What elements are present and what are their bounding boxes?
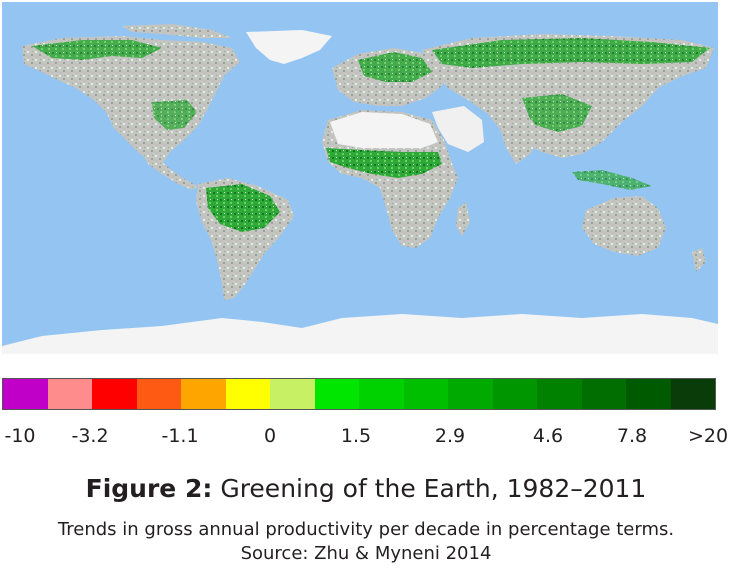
- caption-description: Trends in gross annual productivity per …: [57, 519, 675, 540]
- color-swatch: [181, 379, 226, 409]
- arabian-peninsula: [432, 106, 484, 152]
- color-swatch: [448, 379, 493, 409]
- color-swatch: [136, 379, 181, 409]
- scale-label: -3.2: [71, 425, 109, 447]
- color-swatch: [47, 379, 92, 409]
- world-greening-map: [2, 2, 718, 354]
- color-swatch: [537, 379, 582, 409]
- caption-source: Source: Zhu & Myneni 2014: [240, 543, 492, 564]
- color-swatch: [359, 379, 404, 409]
- color-swatch: [403, 379, 448, 409]
- color-swatch: [3, 379, 48, 409]
- color-scale-labels: -10 -3.2 -1.1 0 1.5 2.9 4.6 7.8 >20: [0, 424, 732, 450]
- color-swatch: [314, 379, 359, 409]
- scale-label: 0: [263, 425, 277, 447]
- antarctica: [2, 314, 718, 354]
- amazon-greening: [206, 184, 280, 232]
- japan: [622, 86, 638, 116]
- arctic-islands: [122, 24, 232, 38]
- color-swatch: [626, 379, 671, 409]
- greenland: [246, 30, 332, 64]
- scale-label: 1.5: [340, 425, 372, 447]
- figure-title: Figure 2: Greening of the Earth, 1982–20…: [0, 472, 732, 506]
- southeast-asia-islands: [572, 170, 652, 190]
- australia: [582, 196, 666, 256]
- scale-label: -10: [4, 425, 36, 447]
- india: [498, 120, 542, 164]
- new-zealand: [692, 248, 706, 272]
- scale-label: 2.9: [434, 425, 466, 447]
- color-swatch: [225, 379, 270, 409]
- color-swatch: [92, 379, 137, 409]
- siberia-greening: [432, 38, 710, 68]
- scale-label: 7.8: [616, 425, 648, 447]
- china-greening: [522, 94, 592, 132]
- madagascar: [456, 202, 470, 236]
- central-america: [142, 152, 198, 190]
- color-swatch: [670, 379, 715, 409]
- europe-greening: [358, 52, 432, 82]
- sahara: [330, 112, 438, 148]
- scale-label: -1.1: [161, 425, 199, 447]
- north-america-greening: [32, 40, 162, 60]
- sahel-greening: [326, 148, 442, 178]
- figure-title-text: Greening of the Earth, 1982–2011: [220, 474, 647, 503]
- figure-label: Figure 2:: [85, 474, 213, 503]
- scale-label: >20: [687, 425, 729, 447]
- color-swatch: [270, 379, 315, 409]
- color-swatch: [581, 379, 626, 409]
- eastern-us-greening: [152, 100, 197, 130]
- color-scale-bar: [2, 378, 716, 410]
- north-america: [22, 36, 240, 164]
- figure-caption: Trends in gross annual productivity per …: [0, 518, 732, 566]
- color-swatch: [492, 379, 537, 409]
- scale-label: 4.6: [532, 425, 564, 447]
